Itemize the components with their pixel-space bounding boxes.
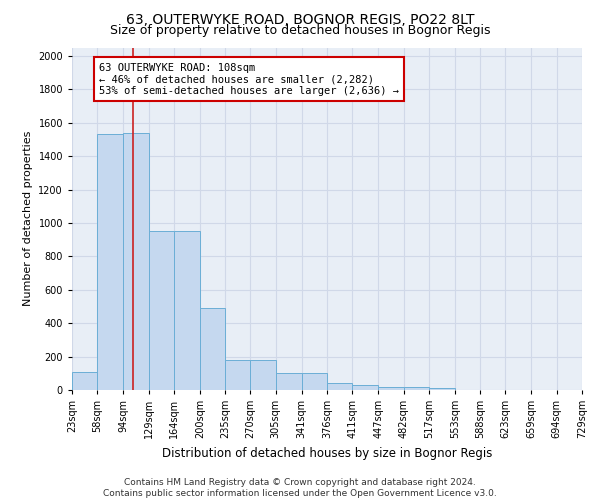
Bar	[404, 388, 429, 390]
Bar	[378, 386, 404, 390]
Bar	[276, 374, 302, 390]
Bar	[429, 388, 455, 390]
Bar	[225, 360, 250, 390]
Text: 63 OUTERWYKE ROAD: 108sqm
← 46% of detached houses are smaller (2,282)
53% of se: 63 OUTERWYKE ROAD: 108sqm ← 46% of detac…	[99, 62, 399, 96]
Bar	[200, 308, 225, 390]
Text: 63, OUTERWYKE ROAD, BOGNOR REGIS, PO22 8LT: 63, OUTERWYKE ROAD, BOGNOR REGIS, PO22 8…	[126, 12, 474, 26]
Bar	[327, 384, 352, 390]
Bar	[302, 374, 327, 390]
Bar	[352, 385, 378, 390]
X-axis label: Distribution of detached houses by size in Bognor Regis: Distribution of detached houses by size …	[162, 446, 492, 460]
Text: Size of property relative to detached houses in Bognor Regis: Size of property relative to detached ho…	[110, 24, 490, 37]
Bar	[97, 134, 123, 390]
Bar	[123, 132, 149, 390]
Text: Contains HM Land Registry data © Crown copyright and database right 2024.
Contai: Contains HM Land Registry data © Crown c…	[103, 478, 497, 498]
Bar	[149, 232, 174, 390]
Bar	[174, 232, 200, 390]
Y-axis label: Number of detached properties: Number of detached properties	[23, 131, 33, 306]
Bar	[72, 372, 97, 390]
Bar	[250, 360, 276, 390]
